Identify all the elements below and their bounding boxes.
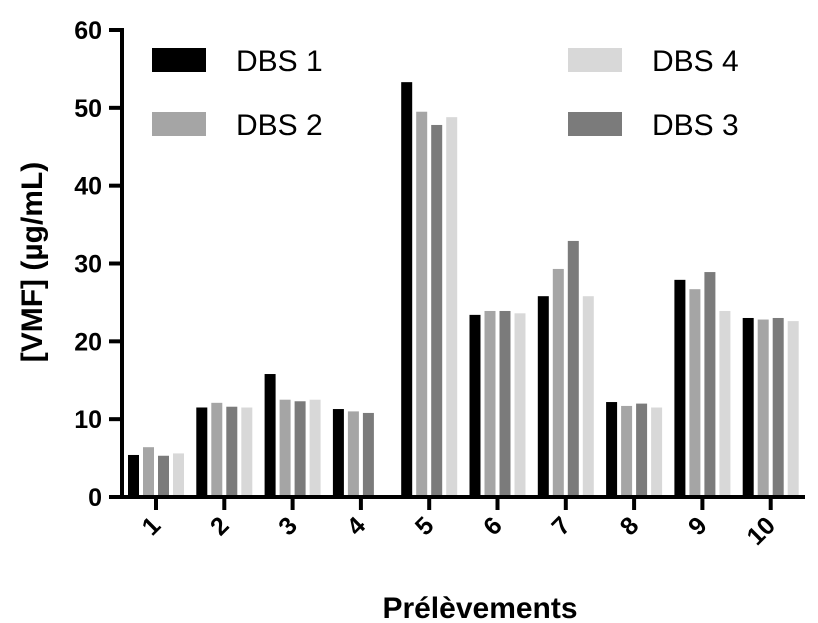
bar xyxy=(567,240,579,497)
bar xyxy=(446,117,458,497)
y-tick-label: 30 xyxy=(74,251,102,279)
bar xyxy=(636,403,648,497)
legend-label: DBS 3 xyxy=(652,109,739,142)
bar xyxy=(484,310,496,497)
bar xyxy=(787,321,799,497)
bar xyxy=(347,411,359,497)
bar xyxy=(689,289,701,497)
x-tick-label: 7 xyxy=(546,511,576,541)
bar xyxy=(226,406,238,497)
y-tick-label: 40 xyxy=(74,173,102,201)
bar xyxy=(279,399,291,497)
x-tick-label: 10 xyxy=(741,511,780,550)
y-tick-label: 20 xyxy=(74,328,102,356)
bars-layer xyxy=(128,82,799,498)
bar xyxy=(552,268,564,497)
x-tick-label: 9 xyxy=(683,511,713,541)
bar xyxy=(742,317,754,497)
bar xyxy=(651,407,663,497)
y-tick-label: 0 xyxy=(88,484,102,512)
legend-label: DBS 4 xyxy=(652,45,739,78)
bar xyxy=(469,314,481,497)
bar xyxy=(674,279,686,497)
legend-swatch xyxy=(568,48,622,72)
bar xyxy=(309,399,321,497)
bar xyxy=(196,407,208,497)
x-tick-label: 2 xyxy=(205,511,235,541)
bar xyxy=(704,272,716,497)
y-tick-label: 10 xyxy=(74,406,102,434)
legend: DBS 1 DBS 2 DBS 4 DBS 3 xyxy=(152,45,739,142)
bar xyxy=(514,313,526,497)
bar xyxy=(582,296,594,497)
bar xyxy=(362,412,374,497)
legend-label: DBS 2 xyxy=(236,109,323,142)
bar xyxy=(499,310,511,497)
bar xyxy=(401,82,413,498)
legend-label: DBS 1 xyxy=(236,45,323,78)
bar xyxy=(772,317,784,497)
bar xyxy=(173,453,184,497)
bar xyxy=(143,447,154,497)
legend-swatch xyxy=(152,48,206,72)
bar xyxy=(211,402,223,497)
y-tick-label: 60 xyxy=(74,17,102,45)
x-axis-title: Prélèvements xyxy=(382,592,577,623)
x-tick-label: 6 xyxy=(478,511,508,541)
x-tick-label: 8 xyxy=(615,511,645,541)
legend-swatch xyxy=(568,112,622,136)
x-tick-label: 4 xyxy=(342,511,372,541)
bar xyxy=(606,402,618,497)
bar xyxy=(241,407,253,497)
x-tick-label: 5 xyxy=(410,511,440,541)
bar xyxy=(294,401,306,497)
bar xyxy=(416,111,428,497)
y-ticks: 0 10 20 30 40 50 60 xyxy=(74,17,122,512)
bar xyxy=(431,124,443,497)
bar xyxy=(128,454,139,497)
x-tick-label: 3 xyxy=(273,511,303,541)
bar xyxy=(719,310,731,497)
y-axis-title: [VMF] (µg/mL) xyxy=(16,162,49,363)
bar xyxy=(537,296,549,497)
x-ticks: 1 2 3 4 5 6 7 8 9 10 xyxy=(137,497,781,551)
x-tick-label: 1 xyxy=(137,511,167,541)
bar xyxy=(264,374,276,497)
bar xyxy=(621,405,633,497)
bar xyxy=(757,319,769,497)
axes-layer xyxy=(120,28,805,499)
y-tick-label: 50 xyxy=(74,95,102,123)
legend-swatch xyxy=(152,112,206,136)
bar xyxy=(332,409,344,497)
bar xyxy=(158,455,169,497)
